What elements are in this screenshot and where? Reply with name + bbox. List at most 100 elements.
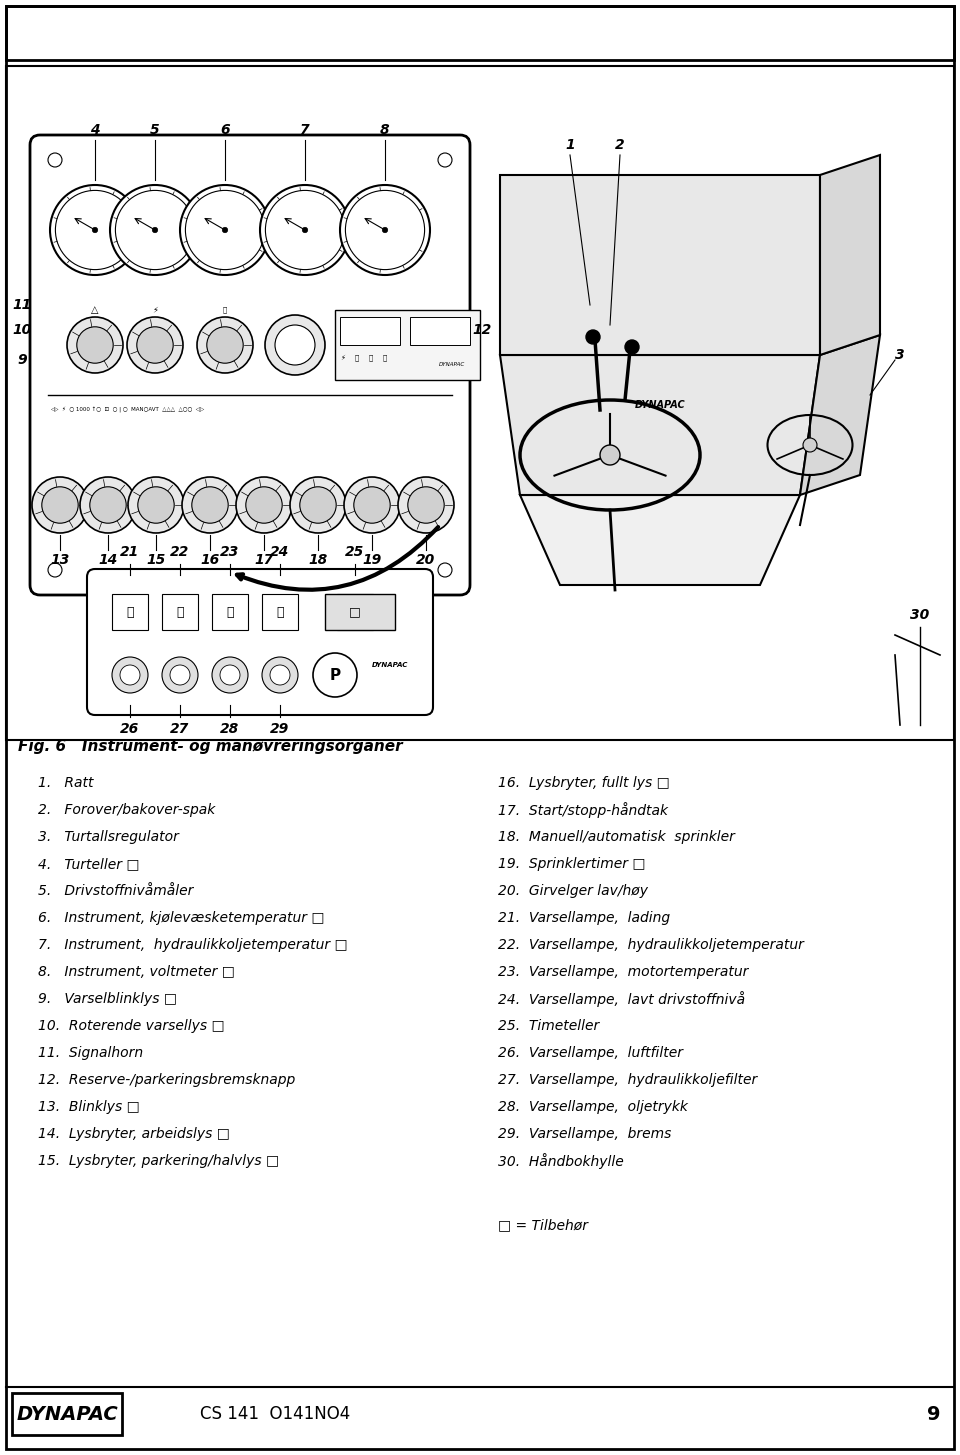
Circle shape [110, 185, 200, 275]
Text: 20.  Girvelger lav/høy: 20. Girvelger lav/høy [498, 885, 648, 898]
Text: 18: 18 [308, 553, 327, 567]
Circle shape [300, 487, 336, 524]
Circle shape [313, 653, 357, 697]
Circle shape [803, 438, 817, 453]
FancyBboxPatch shape [87, 569, 433, 714]
Text: 1: 1 [565, 138, 575, 151]
Text: 18.  Manuell/automatisk  sprinkler: 18. Manuell/automatisk sprinkler [498, 829, 734, 844]
Bar [325, 594, 395, 630]
Circle shape [128, 477, 184, 533]
Text: □: □ [349, 605, 361, 618]
Circle shape [120, 665, 140, 685]
Text: 🔧: 🔧 [355, 355, 359, 361]
Bar [112, 594, 148, 630]
Text: 11.  Signalhorn: 11. Signalhorn [38, 1046, 143, 1061]
Text: DYNAPAC: DYNAPAC [16, 1404, 118, 1423]
Polygon shape [500, 355, 820, 495]
Circle shape [270, 665, 290, 685]
Bar [12, 1392, 122, 1435]
Text: 20: 20 [417, 553, 436, 567]
Text: P: P [329, 668, 341, 682]
Text: □ = Tilbehør: □ = Tilbehør [498, 1218, 588, 1232]
Circle shape [182, 477, 238, 533]
Bar [6, 6, 954, 60]
Text: 22: 22 [170, 546, 190, 559]
Bar [335, 310, 480, 380]
Text: 9: 9 [17, 354, 27, 367]
Bar [6, 65, 954, 741]
Bar [162, 594, 198, 630]
Polygon shape [800, 335, 880, 495]
Text: 7.   Instrument,  hydraulikkoljetemperatur □: 7. Instrument, hydraulikkoljetemperatur … [38, 938, 348, 952]
Text: 22.  Varsellampe,  hydraulikkoljetemperatur: 22. Varsellampe, hydraulikkoljetemperatu… [498, 938, 804, 952]
Circle shape [265, 314, 325, 375]
Text: 12: 12 [472, 323, 492, 338]
Text: 13: 13 [50, 553, 70, 567]
Circle shape [206, 327, 243, 364]
Text: ⚡: ⚡ [152, 306, 158, 314]
Circle shape [625, 340, 639, 354]
Text: INSTRUMENTER OG MANØVRERINGSORGANER: INSTRUMENTER OG MANØVRERINGSORGANER [22, 19, 776, 47]
Circle shape [382, 227, 388, 233]
Text: ⛽: ⛽ [383, 355, 387, 361]
Text: 3.   Turtallsregulator: 3. Turtallsregulator [38, 829, 179, 844]
Text: 13.  Blinklys □: 13. Blinklys □ [38, 1100, 140, 1115]
Circle shape [212, 658, 248, 693]
Text: 5.   Drivstoffnivåmåler: 5. Drivstoffnivåmåler [38, 885, 193, 898]
Circle shape [586, 330, 600, 343]
Bar [337, 594, 373, 630]
Text: CS 141  O141NO4: CS 141 O141NO4 [200, 1406, 350, 1423]
Text: 21.  Varsellampe,  lading: 21. Varsellampe, lading [498, 911, 670, 925]
Text: 30: 30 [910, 608, 929, 621]
Circle shape [354, 487, 390, 524]
Polygon shape [520, 495, 800, 585]
Text: DYNAPAC: DYNAPAC [635, 400, 685, 410]
Bar [262, 594, 298, 630]
Text: 6.   Instrument, kjølevæsketemperatur □: 6. Instrument, kjølevæsketemperatur □ [38, 911, 324, 925]
Circle shape [236, 477, 292, 533]
Text: 28.  Varsellampe,  oljetrykk: 28. Varsellampe, oljetrykk [498, 1100, 688, 1115]
Circle shape [170, 665, 190, 685]
Circle shape [220, 665, 240, 685]
Text: DYNAPAC: DYNAPAC [372, 662, 408, 668]
Text: 21: 21 [120, 546, 139, 559]
Text: 24: 24 [271, 546, 290, 559]
Text: 3: 3 [895, 348, 905, 362]
Circle shape [197, 317, 253, 372]
Circle shape [180, 185, 270, 275]
Circle shape [77, 327, 113, 364]
Text: 30.  Håndbokhylle: 30. Håndbokhylle [498, 1152, 624, 1168]
Text: 💧: 💧 [177, 605, 183, 618]
Text: 23: 23 [221, 546, 240, 559]
Text: 5: 5 [150, 124, 159, 137]
Circle shape [223, 227, 228, 233]
Circle shape [153, 227, 157, 233]
Circle shape [408, 487, 444, 524]
Text: 15.  Lysbryter, parkering/halvlys □: 15. Lysbryter, parkering/halvlys □ [38, 1154, 279, 1168]
Text: 27.  Varsellampe,  hydraulikkoljefilter: 27. Varsellampe, hydraulikkoljefilter [498, 1072, 757, 1087]
Circle shape [90, 487, 126, 524]
Text: 8.   Instrument, voltmeter □: 8. Instrument, voltmeter □ [38, 965, 235, 979]
Text: 4: 4 [90, 124, 100, 137]
Text: ⛽: ⛽ [276, 605, 284, 618]
Text: 10: 10 [12, 323, 32, 338]
Text: 12.  Reserve-/parkeringsbremsknapp: 12. Reserve-/parkeringsbremsknapp [38, 1072, 296, 1087]
Circle shape [340, 185, 430, 275]
Text: 💧: 💧 [369, 355, 373, 361]
Text: 23.  Varsellampe,  motortemperatur: 23. Varsellampe, motortemperatur [498, 965, 749, 979]
Bar [340, 317, 400, 345]
Circle shape [42, 487, 78, 524]
Text: 2.   Forover/bakover-spak: 2. Forover/bakover-spak [38, 803, 215, 818]
Text: 27: 27 [170, 722, 190, 736]
Text: 4.   Turteller □: 4. Turteller □ [38, 857, 139, 872]
Text: 14.  Lysbryter, arbeidslys □: 14. Lysbryter, arbeidslys □ [38, 1128, 229, 1141]
FancyBboxPatch shape [30, 135, 470, 595]
Circle shape [162, 658, 198, 693]
Circle shape [192, 487, 228, 524]
Circle shape [67, 317, 123, 372]
Circle shape [112, 658, 148, 693]
Circle shape [92, 227, 98, 233]
Circle shape [398, 477, 454, 533]
Bar [212, 594, 248, 630]
Text: 11: 11 [12, 298, 32, 311]
